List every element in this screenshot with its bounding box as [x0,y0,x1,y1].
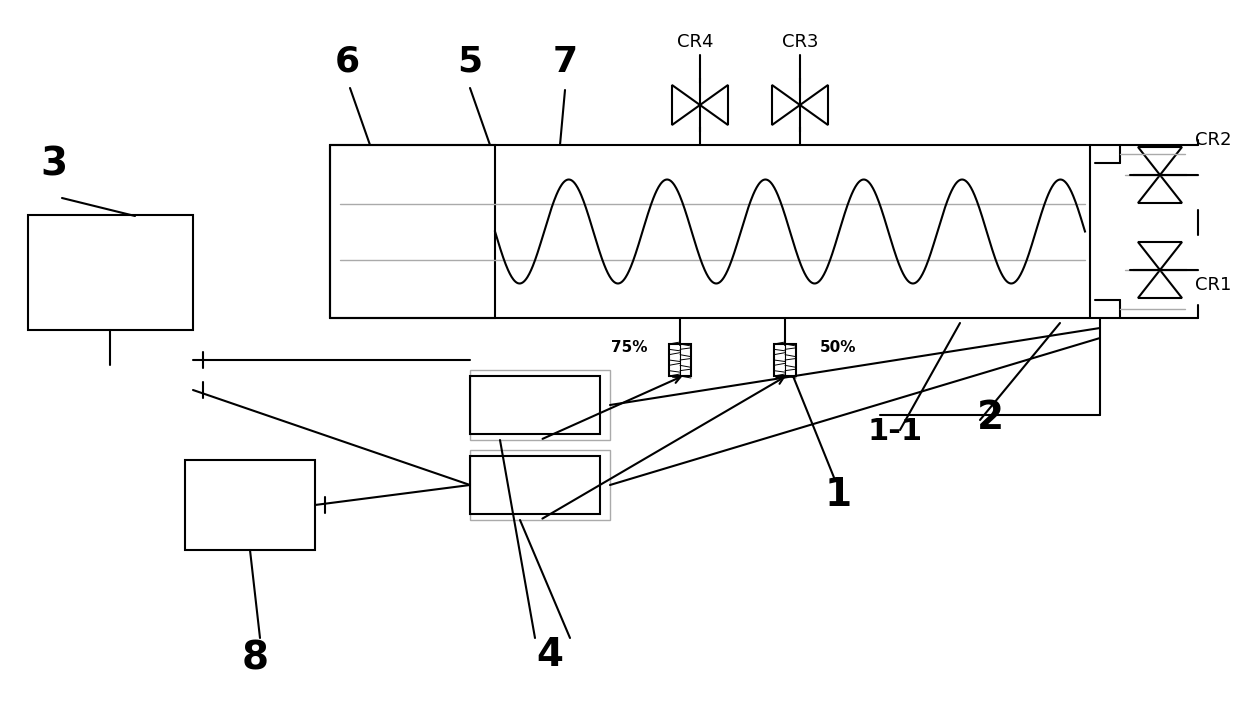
Bar [29,215,193,330]
Text: 8: 8 [242,639,269,677]
Text: 3: 3 [40,146,67,184]
Text: 50%: 50% [820,341,857,356]
Bar [330,145,495,318]
Bar [470,450,610,520]
Text: CR4: CR4 [677,33,713,51]
Bar [774,344,796,376]
Text: 7: 7 [553,45,578,79]
Text: 5: 5 [458,45,482,79]
Text: CR2: CR2 [1195,131,1231,149]
Text: 75%: 75% [611,341,649,356]
Bar [185,460,315,550]
Bar [670,344,691,376]
Bar [470,456,600,514]
Text: CR1: CR1 [1195,276,1231,294]
Text: 6: 6 [335,45,360,79]
Text: 2: 2 [976,399,1003,437]
Text: 1: 1 [825,476,852,514]
Bar [470,376,600,434]
Bar [470,370,610,440]
Text: 1-1: 1-1 [868,418,923,446]
Text: 4: 4 [537,636,563,674]
Text: CR3: CR3 [781,33,818,51]
